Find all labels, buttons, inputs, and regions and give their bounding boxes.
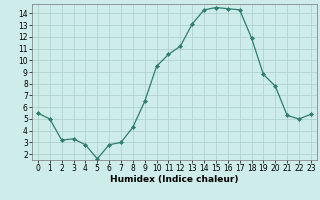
X-axis label: Humidex (Indice chaleur): Humidex (Indice chaleur)	[110, 175, 239, 184]
